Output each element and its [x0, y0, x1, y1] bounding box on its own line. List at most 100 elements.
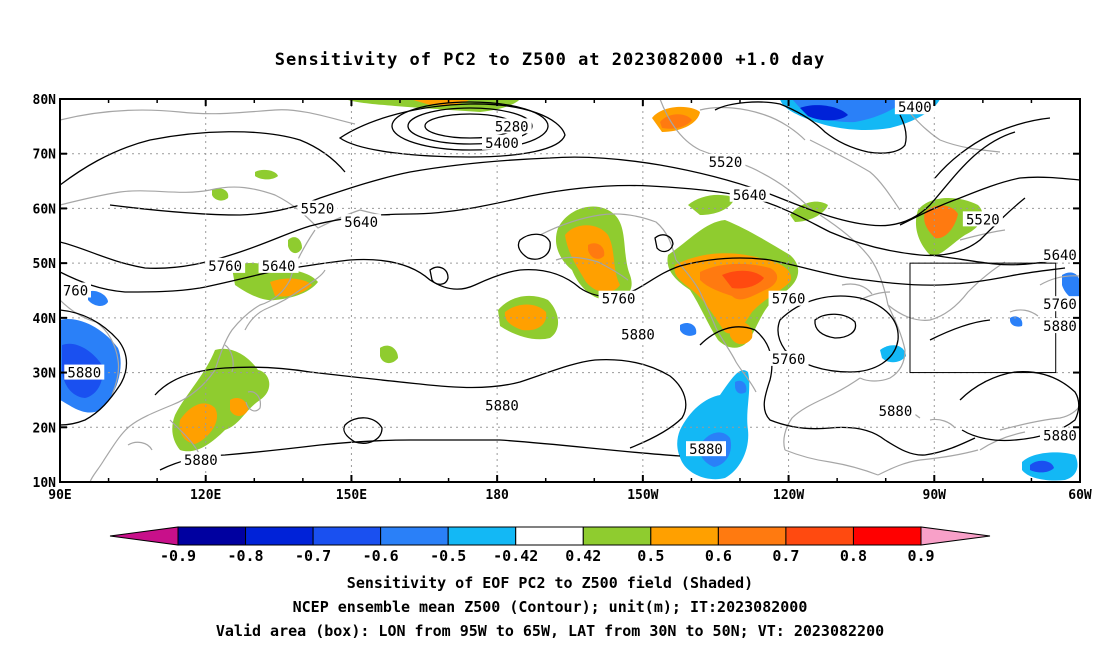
- lon-tick-label: 90W: [923, 488, 947, 503]
- contour-5400: [338, 103, 566, 158]
- contour-label-bg: [894, 99, 935, 115]
- coastline: [1039, 275, 1080, 286]
- coastline: [699, 106, 806, 141]
- contour-label-bg: [729, 186, 770, 202]
- colorbar-label: -0.9: [160, 547, 196, 565]
- contour-label: 5880: [621, 327, 655, 343]
- contour-5880-mid: [159, 439, 681, 471]
- shade-blob-positive: [924, 205, 958, 239]
- contour-label-bg: [875, 402, 916, 418]
- contour-label: 5760: [772, 292, 806, 308]
- contour-label-bg: [1040, 296, 1080, 312]
- contour-high-loop: [814, 313, 857, 339]
- coastline: [999, 404, 1080, 431]
- contour-5400-right: [934, 117, 1051, 179]
- lon-tick-label: 90E: [48, 488, 71, 503]
- lat-tick-label: 60N: [33, 202, 57, 217]
- lat-tick-label: 10N: [33, 476, 57, 491]
- shade-blob-positive: [504, 304, 547, 331]
- colorbar-segment: [717, 526, 787, 546]
- contour-label-bg: [491, 118, 532, 134]
- lon-tick-label: 150E: [336, 488, 367, 503]
- coastline: [784, 449, 879, 476]
- contour-label: 5880: [1043, 319, 1077, 335]
- contour-label: 5760: [602, 292, 636, 308]
- contour-label: 760: [63, 284, 88, 300]
- contour-5520-mid: [109, 131, 1016, 227]
- contour-label: 5760: [1043, 297, 1077, 313]
- contour-label: 5640: [344, 215, 378, 231]
- map-frame: [59, 98, 1081, 483]
- contour-label-bg: [1040, 427, 1080, 443]
- contour-label: 5520: [709, 155, 743, 171]
- coastline: [841, 283, 873, 295]
- lon-tick-label: 120E: [190, 488, 221, 503]
- coastline: [819, 214, 889, 306]
- contour-5520-right: [899, 176, 1080, 226]
- shade-blob-negative: [735, 380, 747, 394]
- lat-tick-label: 30N: [33, 367, 57, 382]
- colorbar-label: -0.6: [363, 547, 399, 565]
- colorbar-high-extend: [920, 526, 991, 546]
- contour-5520: [60, 131, 346, 186]
- coastline: [877, 449, 979, 476]
- coastline: [929, 418, 956, 429]
- shade-blob-negative: [1010, 316, 1023, 327]
- contour-label: 5880: [1043, 428, 1077, 444]
- contour-label-bg: [768, 290, 809, 306]
- contour-label: 5400: [485, 136, 519, 152]
- footer-shading-caption: Sensitivity of EOF PC2 to Z500 field (Sh…: [346, 574, 754, 592]
- colorbar-segment: [245, 526, 314, 546]
- contour-label-bg: [205, 257, 246, 273]
- contour-label-bg: [1040, 318, 1080, 334]
- lat-tick-label: 40N: [33, 312, 57, 327]
- contour-5880-mid: [154, 358, 687, 449]
- shade-blob-positive: [380, 345, 398, 364]
- coastline: [60, 186, 391, 229]
- contour-label-bg: [768, 350, 809, 366]
- shade-blob-positive: [588, 243, 605, 259]
- coastline: [169, 419, 201, 456]
- footer-contour-caption: NCEP ensemble mean Z500 (Contour); unit(…: [292, 598, 808, 616]
- contour-label-bg: [686, 441, 726, 457]
- footer-valid-area-caption: Valid area (box): LON from 95W to 65W, L…: [215, 622, 885, 640]
- contour-label-bg: [341, 214, 382, 230]
- colorbar-segment: [785, 526, 854, 546]
- shade-blob-negative: [800, 105, 848, 121]
- coastline: [1009, 309, 1039, 317]
- contour-label: 5880: [485, 398, 519, 414]
- contour-5640: [60, 184, 1026, 269]
- lat-tick-label: 50N: [33, 257, 57, 272]
- coastline: [245, 391, 261, 412]
- coastline: [783, 377, 861, 451]
- coastline: [887, 261, 1006, 321]
- contour-label-bg: [1040, 246, 1080, 262]
- contour-label-bg: [598, 290, 639, 306]
- colorbar: -0.9 -0.8 -0.7 -0.6 -0.5 -0.42 0.42 0.5 0.6 0.7 0.…: [109, 526, 991, 565]
- shade-blob-positive: [230, 398, 248, 416]
- contour-label: 5760: [772, 352, 806, 368]
- contour-labels: 5280540054005520552055205640564056405640…: [60, 99, 1080, 469]
- contour-5880-loop: [343, 417, 383, 444]
- colorbar-label: 0.7: [772, 547, 799, 565]
- shade-blob-positive: [688, 194, 735, 215]
- shade-blob-positive: [410, 99, 470, 106]
- coastline: [675, 259, 757, 393]
- map-title: Sensitivity of PC2 to Z500 at 2023082000…: [274, 50, 826, 70]
- contour-label-bg: [180, 452, 221, 468]
- contour-label-bg: [60, 282, 91, 298]
- coastline: [979, 431, 1026, 451]
- colorbar-segment: [447, 526, 517, 546]
- colorbar-label: 0.9: [907, 547, 934, 565]
- contour-label: 5880: [67, 366, 101, 382]
- contour-label-bg: [297, 200, 338, 216]
- colorbar-segment: [582, 526, 652, 546]
- contour-label: 5640: [262, 259, 296, 275]
- contour-label-bg: [705, 153, 746, 169]
- colorbar-label: 0.42: [565, 547, 601, 565]
- contour-label: 5400: [898, 100, 932, 116]
- colorbar-label: -0.42: [493, 547, 538, 565]
- shade-blob-negative: [88, 290, 108, 306]
- contour-label: 5280: [495, 119, 529, 135]
